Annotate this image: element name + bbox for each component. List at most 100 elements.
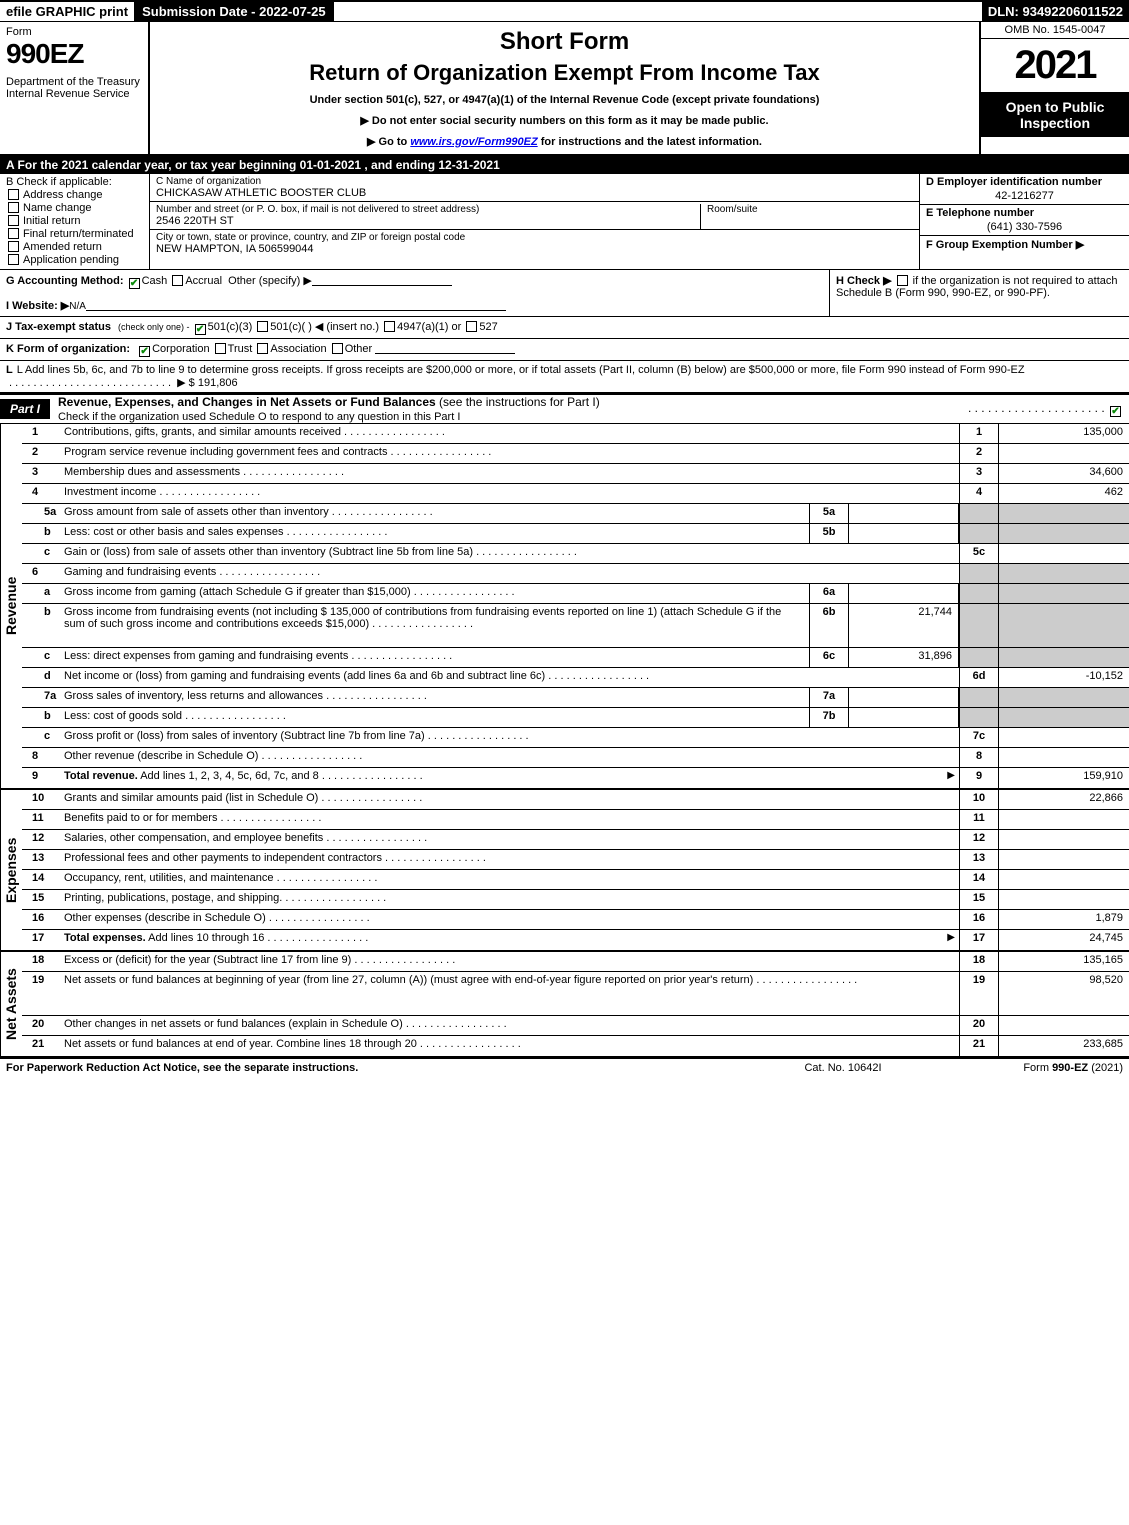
line-num: 4 bbox=[22, 484, 60, 503]
line-desc: Gross income from fundraising events (no… bbox=[60, 604, 809, 647]
colb-item-3: Final return/terminated bbox=[6, 228, 143, 240]
line-num: 17 bbox=[22, 930, 60, 950]
right-val: 34,600 bbox=[999, 464, 1129, 483]
k-checkbox-3[interactable] bbox=[332, 343, 343, 354]
colb-item-5: Application pending bbox=[6, 254, 143, 266]
other-specify-line[interactable] bbox=[312, 274, 452, 286]
right-val: 24,745 bbox=[999, 930, 1129, 950]
501c3-checkbox[interactable] bbox=[195, 324, 206, 335]
right-num bbox=[959, 604, 999, 647]
line-b: bGross income from fundraising events (n… bbox=[22, 604, 1129, 648]
col-b-checkboxes: B Check if applicable: Address changeNam… bbox=[0, 174, 150, 269]
colb-checkbox-0[interactable] bbox=[8, 189, 19, 200]
right-num: 5c bbox=[959, 544, 999, 563]
right-val bbox=[999, 604, 1129, 647]
j-sub: (check only one) - bbox=[118, 322, 190, 332]
line-desc: Less: cost of goods sold . . . . . . . .… bbox=[60, 708, 809, 727]
line-num: 10 bbox=[22, 790, 60, 809]
mid-val bbox=[849, 708, 959, 727]
mid-val: 31,896 bbox=[849, 648, 959, 667]
k-checkbox-0[interactable] bbox=[139, 346, 150, 357]
k-label-0: Corporation bbox=[152, 343, 213, 355]
colb-checkbox-5[interactable] bbox=[8, 254, 19, 265]
col-c-org-info: C Name of organization CHICKASAW ATHLETI… bbox=[150, 174, 919, 269]
right-num: 10 bbox=[959, 790, 999, 809]
527-checkbox[interactable] bbox=[466, 321, 477, 332]
527-label: 527 bbox=[479, 321, 497, 333]
right-val bbox=[999, 748, 1129, 767]
right-val bbox=[999, 524, 1129, 543]
right-val bbox=[999, 688, 1129, 707]
line-10: 10Grants and similar amounts paid (list … bbox=[22, 790, 1129, 810]
k-label-1: Trust bbox=[228, 343, 256, 355]
form-ref: Form 990-EZ (2021) bbox=[943, 1062, 1123, 1074]
j-label: J Tax-exempt status bbox=[6, 321, 111, 333]
h-checkbox[interactable] bbox=[897, 275, 908, 286]
form-word: Form bbox=[6, 26, 142, 38]
city-label: City or town, state or province, country… bbox=[156, 232, 913, 243]
right-val bbox=[999, 728, 1129, 747]
tel-value: (641) 330-7596 bbox=[926, 221, 1123, 233]
line-c: cGross profit or (loss) from sales of in… bbox=[22, 728, 1129, 748]
line-num: b bbox=[22, 524, 60, 543]
row-g-h: G Accounting Method: Cash Accrual Other … bbox=[0, 270, 1129, 317]
cash-label: Cash bbox=[142, 275, 168, 287]
line-num: b bbox=[22, 604, 60, 647]
line-num: a bbox=[22, 584, 60, 603]
efile-print[interactable]: efile GRAPHIC print bbox=[0, 2, 136, 21]
street-label: Number and street (or P. O. box, if mail… bbox=[156, 204, 913, 215]
header-left: Form 990EZ Department of the Treasury In… bbox=[0, 22, 150, 154]
accrual-label: Accrual bbox=[185, 275, 222, 287]
line-3: 3Membership dues and assessments . . . .… bbox=[22, 464, 1129, 484]
mid-num: 7a bbox=[809, 688, 849, 707]
right-num: 16 bbox=[959, 910, 999, 929]
colb-checkbox-4[interactable] bbox=[8, 241, 19, 252]
right-num: 3 bbox=[959, 464, 999, 483]
accrual-checkbox[interactable] bbox=[172, 275, 183, 286]
k-other-line[interactable] bbox=[375, 342, 515, 354]
right-num: 8 bbox=[959, 748, 999, 767]
dept-treasury: Department of the Treasury bbox=[6, 76, 142, 88]
short-form-label: Short Form bbox=[156, 28, 973, 56]
l-text: L Add lines 5b, 6c, and 7b to line 9 to … bbox=[17, 364, 1025, 376]
accounting-method: G Accounting Method: Cash Accrual Other … bbox=[0, 270, 829, 316]
colb-item-2: Initial return bbox=[6, 215, 143, 227]
right-val bbox=[999, 870, 1129, 889]
right-num: 17 bbox=[959, 930, 999, 950]
line-num: b bbox=[22, 708, 60, 727]
section-a-taxyear: A For the 2021 calendar year, or tax yea… bbox=[0, 156, 1129, 174]
right-num: 14 bbox=[959, 870, 999, 889]
irs-link[interactable]: www.irs.gov/Form990EZ bbox=[410, 136, 537, 148]
right-num: 2 bbox=[959, 444, 999, 463]
row-j-tax-exempt: J Tax-exempt status (check only one) - 5… bbox=[0, 317, 1129, 339]
line-desc: Net assets or fund balances at end of ye… bbox=[60, 1036, 959, 1056]
line-desc: Membership dues and assessments . . . . … bbox=[60, 464, 959, 483]
header-center: Short Form Return of Organization Exempt… bbox=[150, 22, 979, 154]
col-d-ein-tel: D Employer identification number 42-1216… bbox=[919, 174, 1129, 269]
k-checkbox-2[interactable] bbox=[257, 343, 268, 354]
k-label: K Form of organization: bbox=[6, 343, 130, 355]
line-desc: Net assets or fund balances at beginning… bbox=[60, 972, 959, 1015]
right-num bbox=[959, 504, 999, 523]
colb-checkbox-1[interactable] bbox=[8, 202, 19, 213]
line-num: 9 bbox=[22, 768, 60, 788]
row-l-gross-receipts: LL Add lines 5b, 6c, and 7b to line 9 to… bbox=[0, 361, 1129, 393]
line-desc: Gross profit or (loss) from sales of inv… bbox=[60, 728, 959, 747]
line-desc: Less: cost or other basis and sales expe… bbox=[60, 524, 809, 543]
right-num: 15 bbox=[959, 890, 999, 909]
right-val: 135,000 bbox=[999, 424, 1129, 443]
501c-checkbox[interactable] bbox=[257, 321, 268, 332]
4947-checkbox[interactable] bbox=[384, 321, 395, 332]
line-num: c bbox=[22, 544, 60, 563]
cash-checkbox[interactable] bbox=[129, 278, 140, 289]
h-schedule-b: H Check ▶ if the organization is not req… bbox=[829, 270, 1129, 316]
k-checkbox-1[interactable] bbox=[215, 343, 226, 354]
line-6: 6Gaming and fundraising events . . . . .… bbox=[22, 564, 1129, 584]
colb-checkbox-3[interactable] bbox=[8, 228, 19, 239]
right-val: 1,879 bbox=[999, 910, 1129, 929]
part1-schedule-o-checkbox[interactable] bbox=[1110, 406, 1121, 417]
right-val: 233,685 bbox=[999, 1036, 1129, 1056]
colb-checkbox-2[interactable] bbox=[8, 215, 19, 226]
line-desc: Occupancy, rent, utilities, and maintena… bbox=[60, 870, 959, 889]
line-11: 11Benefits paid to or for members . . . … bbox=[22, 810, 1129, 830]
